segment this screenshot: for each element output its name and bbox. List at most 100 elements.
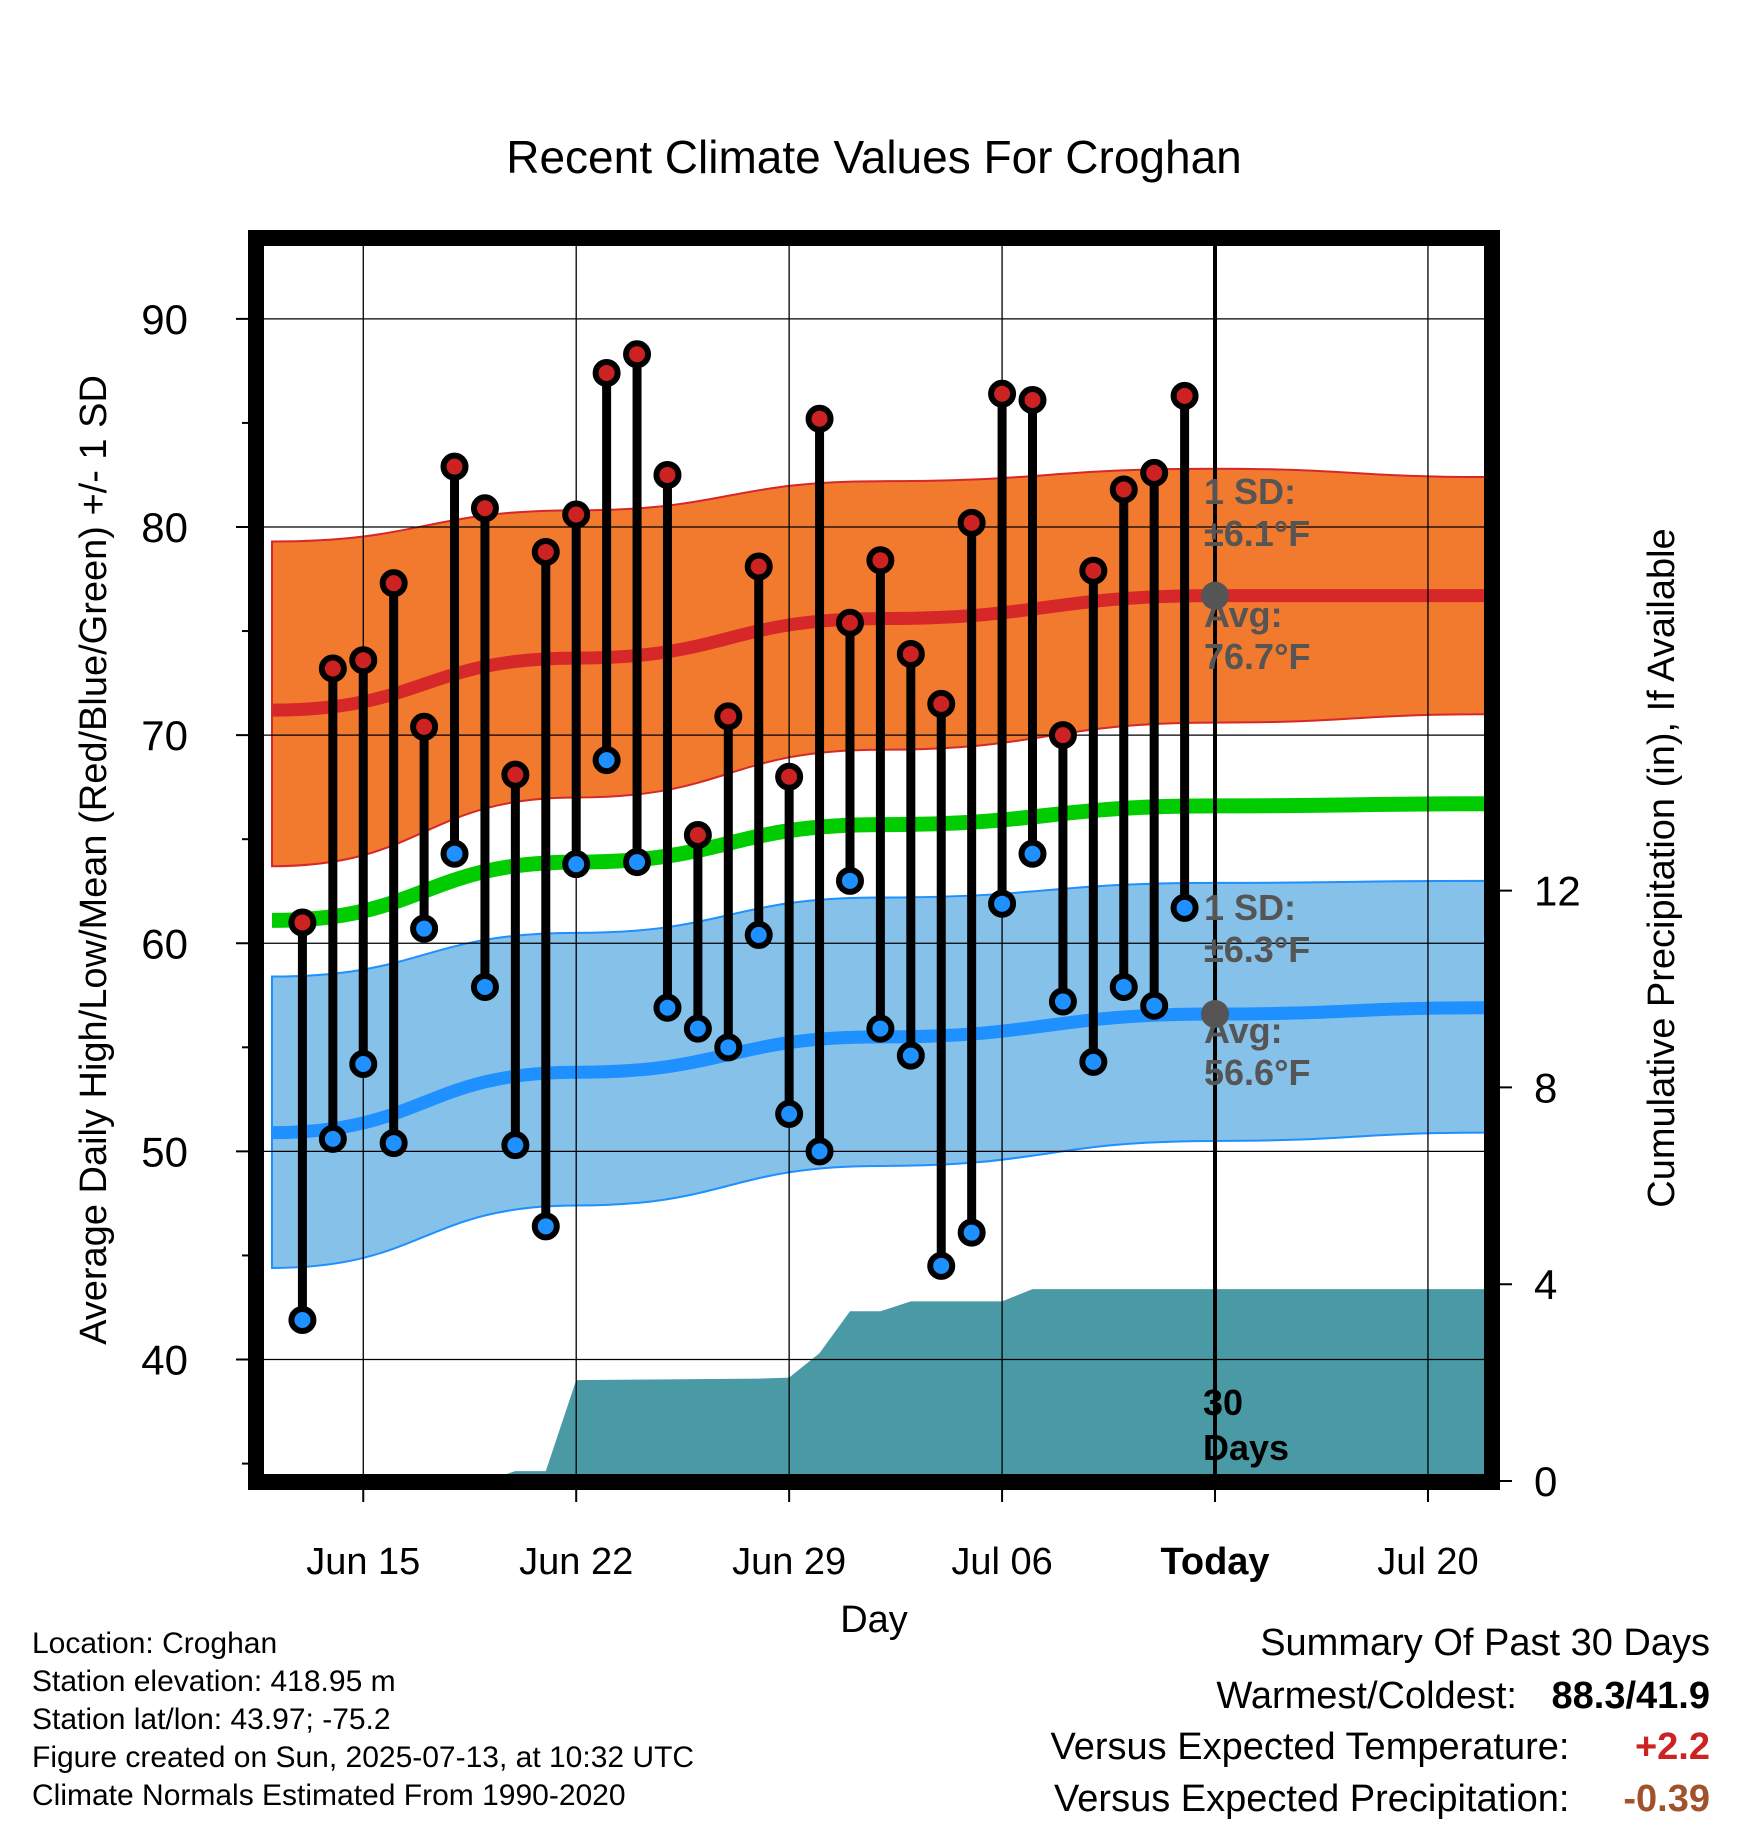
low-point: [1048, 987, 1077, 1016]
x-axis-title: Day: [840, 1599, 908, 1641]
left-axis: 40 50 60 70 80 90: [141, 296, 256, 1465]
x-tick-label: Jul 20: [1377, 1541, 1478, 1583]
y-tick-label: 70: [141, 712, 188, 759]
high-point: [1048, 721, 1077, 750]
high-point: [866, 546, 895, 575]
latlon-text: Station lat/lon: 43.97; -75.2: [32, 1703, 391, 1736]
today-low-avg-marker: [1201, 1000, 1230, 1029]
y-tick-label: 50: [141, 1128, 188, 1175]
low-point: [1170, 893, 1199, 922]
y2-tick-label: 4: [1534, 1261, 1557, 1308]
temp-label: Versus Expected Temperature:: [1050, 1726, 1570, 1768]
high-point: [653, 460, 682, 489]
x-tick-label: Today: [1160, 1541, 1269, 1583]
high-point: [410, 712, 439, 741]
high-point: [805, 404, 834, 433]
x-tick-label: Jun 15: [306, 1541, 420, 1583]
y-tick-label: 60: [141, 920, 188, 967]
low-sd-band: [271, 879, 1484, 1269]
created-text: Figure created on Sun, 2025-07-13, at 10…: [32, 1741, 695, 1774]
low-point: [318, 1124, 347, 1153]
high-point: [1079, 556, 1108, 585]
high-point: [288, 908, 317, 937]
high-point: [927, 689, 956, 718]
low-point: [501, 1131, 530, 1160]
low-point: [1079, 1047, 1108, 1076]
y2-tick-label: 8: [1534, 1064, 1557, 1111]
low-point: [1140, 991, 1169, 1020]
right-axis: 0 4 8 12: [1492, 868, 1581, 1505]
high-point: [592, 358, 621, 387]
days-count-number: 30: [1203, 1382, 1243, 1423]
high-point: [531, 537, 560, 566]
high-point: [440, 452, 469, 481]
x-tick-label: Jul 06: [951, 1541, 1052, 1583]
high-point: [379, 569, 408, 598]
y2-tick-label: 0: [1534, 1458, 1557, 1505]
high-point: [835, 608, 864, 637]
high-point: [1170, 381, 1199, 410]
low-point: [592, 746, 621, 775]
low-point: [349, 1049, 378, 1078]
summary-warmest-row: Warmest/Coldest: 88.3/41.9: [1216, 1675, 1710, 1718]
high-point: [896, 639, 925, 668]
mean-normal-line: [271, 796, 1484, 928]
low-point: [470, 972, 499, 1001]
station-info: Location: Croghan Station elevation: 418…: [32, 1625, 694, 1815]
high-point: [623, 340, 652, 369]
high-point: [470, 494, 499, 523]
elevation-text: Station elevation: 418.95 m: [32, 1665, 396, 1698]
high-point: [683, 821, 712, 850]
low-point: [896, 1041, 925, 1070]
low-sd-value: ±6.3°F: [1204, 929, 1310, 970]
temp-value: +2.2: [1634, 1726, 1710, 1768]
low-point: [379, 1129, 408, 1158]
summary-temp-row: Versus Expected Temperature: +2.2: [1051, 1726, 1710, 1769]
summary-title: Summary Of Past 30 Days: [1260, 1622, 1710, 1665]
chart-title: Recent Climate Values For Croghan: [506, 131, 1241, 183]
low-point: [1018, 839, 1047, 868]
high-point: [1140, 458, 1169, 487]
high-point: [1109, 475, 1138, 504]
days-count-word: Days: [1203, 1427, 1289, 1468]
high-point: [988, 379, 1017, 408]
high-point: [349, 646, 378, 675]
low-point: [988, 889, 1017, 918]
low-normal-line: [271, 1001, 1484, 1140]
low-point: [927, 1251, 956, 1280]
precipitation-area: [506, 1289, 1484, 1474]
high-point: [714, 702, 743, 731]
today-high-avg-marker: [1201, 581, 1230, 610]
y-axis-title: Average Daily High/Low/Mean (Red/Blue/Gr…: [73, 375, 115, 1345]
precip-value: -0.39: [1623, 1778, 1710, 1820]
high-point: [318, 654, 347, 683]
high-point: [957, 508, 986, 537]
low-point: [1109, 972, 1138, 1001]
x-tick-label: Jun 29: [732, 1541, 846, 1583]
summary-title-text: Summary Of Past 30 Days: [1260, 1622, 1710, 1664]
low-point: [653, 993, 682, 1022]
precip-label: Versus Expected Precipitation:: [1054, 1778, 1570, 1820]
warmest-label: Warmest/Coldest:: [1216, 1675, 1517, 1717]
high-point: [775, 762, 804, 791]
low-point: [440, 839, 469, 868]
y-tick-label: 40: [141, 1337, 188, 1384]
low-point: [714, 1033, 743, 1062]
low-point: [683, 1014, 712, 1043]
warmest-value: 88.3/41.9: [1551, 1675, 1710, 1717]
high-avg-label: Avg:: [1204, 594, 1283, 635]
x-tick-label: Jun 22: [519, 1541, 633, 1583]
low-point: [775, 1099, 804, 1128]
low-avg-label: Avg:: [1204, 1010, 1283, 1051]
normals-text: Climate Normals Estimated From 1990-2020: [32, 1779, 626, 1812]
high-point: [744, 552, 773, 581]
low-point: [866, 1014, 895, 1043]
low-point: [805, 1137, 834, 1166]
low-avg-value: 56.6°F: [1204, 1052, 1310, 1093]
high-point: [501, 760, 530, 789]
location-text: Location: Croghan: [32, 1627, 278, 1660]
low-point: [957, 1218, 986, 1247]
low-point: [288, 1305, 317, 1334]
plot-frame: [248, 230, 1500, 1490]
